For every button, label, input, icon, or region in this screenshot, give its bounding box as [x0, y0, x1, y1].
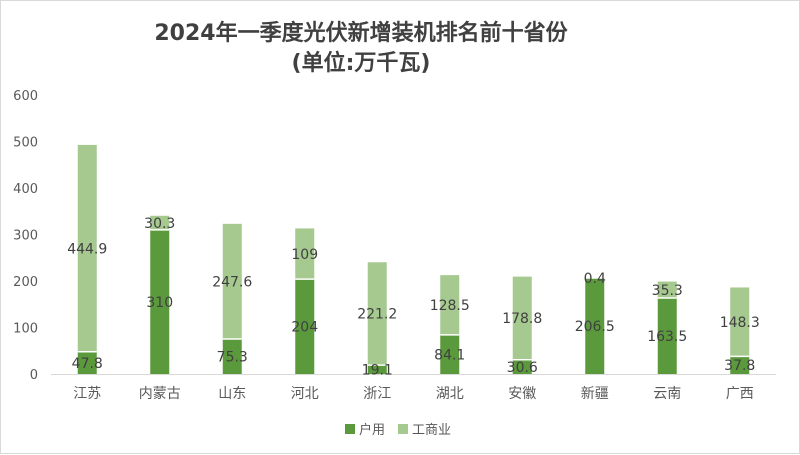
- data-label-commercial: 178.8: [502, 311, 542, 327]
- x-category-label: 湖北: [436, 386, 464, 402]
- data-label-household: 163.5: [647, 329, 687, 345]
- data-label-household: 206.5: [575, 319, 615, 335]
- legend-swatch-commercial: [398, 424, 408, 434]
- x-category-label: 新疆: [581, 386, 609, 402]
- x-category-label: 安徽: [508, 386, 536, 402]
- data-label-household: 75.3: [217, 349, 248, 365]
- x-category-label: 广西: [726, 386, 754, 402]
- x-category-label: 山东: [218, 386, 246, 402]
- data-label-commercial: 247.6: [212, 274, 252, 290]
- data-label-commercial: 128.5: [430, 298, 470, 314]
- x-category-label: 内蒙古: [139, 386, 181, 402]
- data-label-commercial: 0.4: [584, 271, 606, 287]
- y-tick-label: 200: [13, 275, 38, 290]
- data-label-household: 47.8: [72, 356, 103, 372]
- data-label-commercial: 109: [291, 247, 318, 263]
- data-label-household: 204: [291, 320, 318, 336]
- x-category-label: 江苏: [73, 386, 101, 402]
- y-tick-label: 300: [13, 229, 38, 244]
- x-category-label: 云南: [653, 386, 681, 402]
- y-tick-label: 0: [30, 368, 38, 383]
- legend-label-commercial: 工商业: [412, 423, 451, 438]
- legend-swatch-household: [345, 424, 355, 434]
- y-tick-label: 400: [13, 182, 38, 197]
- data-label-commercial: 35.3: [652, 283, 683, 299]
- data-label-household: 310: [146, 295, 173, 311]
- data-label-commercial: 148.3: [720, 315, 760, 331]
- y-tick-label: 500: [13, 136, 38, 151]
- x-category-label: 浙江: [363, 386, 391, 402]
- data-label-commercial: 30.3: [144, 216, 175, 232]
- data-label-household: 30.6: [507, 360, 538, 376]
- data-label-commercial: 444.9: [67, 241, 107, 257]
- data-label-household: 37.8: [724, 358, 755, 374]
- y-tick-label: 600: [13, 89, 38, 104]
- data-label-commercial: 221.2: [357, 307, 397, 323]
- data-label-household: 84.1: [434, 347, 465, 363]
- x-category-label: 河北: [291, 386, 319, 402]
- legend-label-household: 户用: [359, 422, 385, 438]
- y-tick-label: 100: [13, 322, 38, 337]
- data-label-household: 19.1: [362, 363, 393, 379]
